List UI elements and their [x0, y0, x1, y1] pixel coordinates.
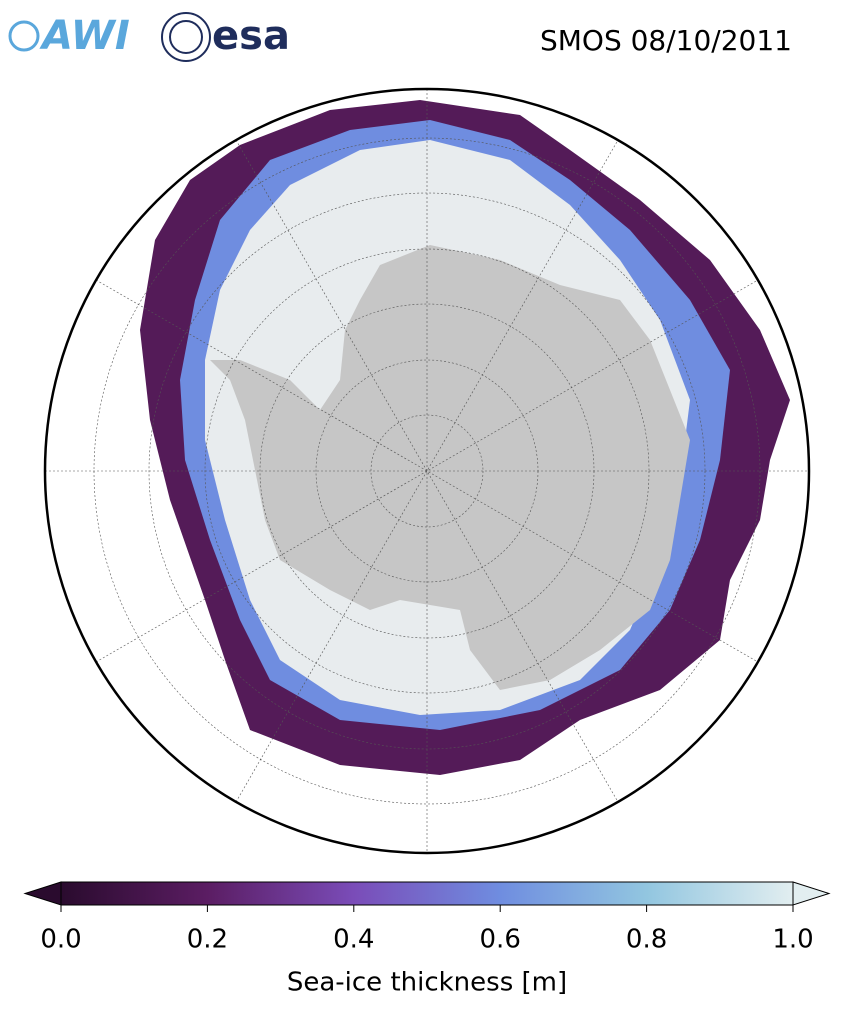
colorbar-tick-label: 0.2 — [187, 925, 228, 955]
map — [45, 89, 809, 853]
colorbar-tick-label: 0.0 — [40, 925, 81, 955]
colorbar-ramp — [60, 881, 794, 906]
colorbar-tick-label: 0.6 — [480, 925, 521, 955]
title: SMOS 08/10/2011 — [540, 24, 792, 57]
colorbar-extend-high — [792, 881, 831, 906]
map-border — [43, 87, 811, 855]
colorbar-extend-low — [23, 881, 62, 906]
colorbar-label: Sea-ice thickness [m] — [287, 968, 567, 998]
awi-text: AWI — [39, 13, 130, 59]
colorbar-tick-label: 0.4 — [333, 925, 374, 955]
graticule — [45, 89, 809, 853]
colorbar-tick-label: 0.8 — [626, 925, 667, 955]
esa-text: esa — [212, 13, 290, 59]
esa-logo: esa — [161, 12, 290, 62]
colorbar-tick-label: 1.0 — [772, 925, 813, 955]
awi-logo: AWI — [8, 13, 130, 59]
colorbar: Sea-ice thickness [m] 0.0 0.2 0.4 0.6 0.8 1.0 — [23, 881, 831, 998]
antarctica — [210, 245, 690, 690]
